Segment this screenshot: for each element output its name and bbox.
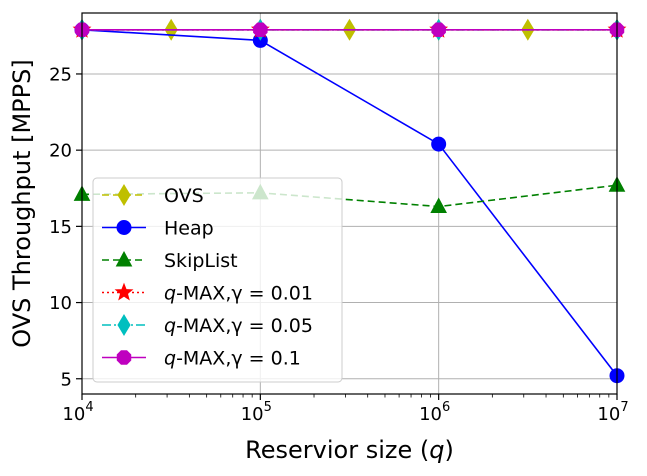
legend-label-variable: q [164, 315, 176, 337]
y-tick-label: 25 [49, 64, 72, 85]
y-tick-label: 15 [49, 217, 72, 238]
data-point [431, 136, 447, 152]
x-tick-base: 10 [241, 404, 264, 425]
legend-label-variable: q [164, 283, 176, 305]
legend-marker [115, 250, 133, 267]
x-tick-exponent: 6 [442, 400, 450, 415]
legend-label: SkipList [164, 250, 238, 272]
legend-box [92, 177, 343, 383]
x-tick-base: 10 [597, 404, 620, 425]
x-axis-label-text: ) [444, 436, 453, 464]
x-tick-label: 106 [419, 400, 450, 425]
x-tick-label: 105 [241, 400, 272, 425]
data-point [253, 22, 268, 38]
legend-marker [116, 350, 132, 365]
legend-label: q-MAX,γ = 0.05 [164, 315, 313, 337]
x-tick-base: 10 [419, 404, 442, 425]
y-axis-label: OVS Throughput [MPPS] [8, 59, 36, 347]
data-point [430, 197, 448, 214]
legend-label: OVS [164, 185, 204, 207]
legend-marker [116, 220, 132, 235]
legend-label: q-MAX,γ = 0.1 [164, 348, 301, 370]
data-point [431, 22, 446, 38]
y-tick-label: 5 [61, 369, 72, 390]
x-axis-label-variable: q [429, 436, 444, 464]
x-tick-label: 104 [62, 400, 93, 425]
legend-label: q-MAX,γ = 0.01 [164, 283, 313, 305]
y-tick-label: 10 [49, 293, 72, 314]
x-tick-exponent: 7 [620, 400, 628, 415]
y-tick-label: 20 [49, 141, 72, 162]
x-tick-label: 107 [597, 400, 628, 425]
plot-frame [81, 12, 618, 395]
x-axis-label-text: Reservior size ( [245, 436, 429, 464]
legend-marker [117, 314, 131, 336]
legend-label-variable: q [164, 348, 176, 370]
legend-label-text: -MAX,γ = 0.01 [176, 283, 313, 305]
legend-marker [117, 184, 131, 206]
legend-marker [114, 282, 134, 301]
legend-label: Heap [164, 218, 214, 240]
x-tick-exponent: 5 [264, 400, 272, 415]
series-line [81, 28, 618, 377]
x-tick-base: 10 [62, 404, 85, 425]
legend-label-text: -MAX,γ = 0.05 [176, 315, 313, 337]
x-axis-label: Reservior size (q) [245, 436, 454, 464]
x-tick-exponent: 4 [85, 400, 93, 415]
legend-label-text: -MAX,γ = 0.1 [176, 348, 301, 370]
